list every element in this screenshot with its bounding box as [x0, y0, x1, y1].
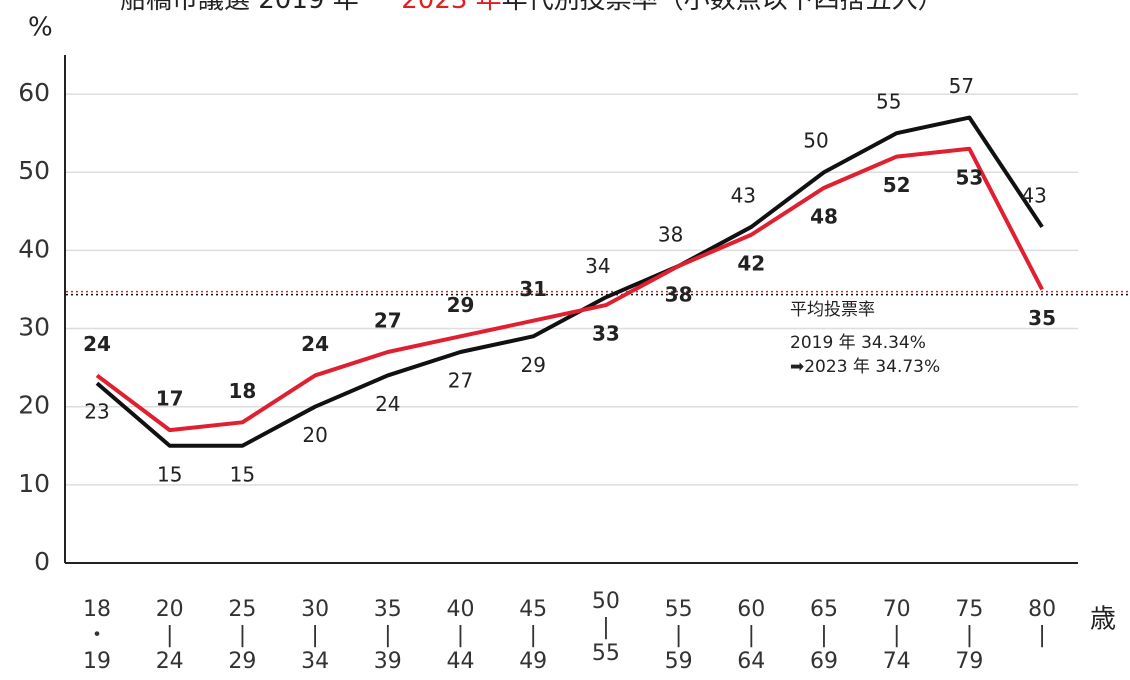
x-tick-label: 55 [665, 597, 693, 622]
data-label: 38 [665, 283, 693, 307]
x-tick-label: | [966, 623, 973, 648]
data-label: 33 [592, 322, 620, 346]
x-tick-label: | [384, 623, 391, 648]
data-label: 55 [876, 90, 901, 114]
x-tick-label: 80 [1028, 597, 1056, 622]
x-tick-label: 65 [810, 597, 838, 622]
data-label: 27 [448, 368, 473, 392]
data-label: 24 [83, 332, 111, 356]
data-label: 57 [949, 74, 974, 98]
x-tick-label: 39 [374, 649, 402, 674]
data-label: 53 [955, 165, 983, 189]
data-label: 18 [228, 379, 256, 403]
x-tick-label: 19 [83, 649, 111, 674]
x-tick-label: | [748, 623, 755, 648]
title-part: 年代別投票率（小数点以下四捨五入） [502, 0, 944, 15]
x-tick-label: 60 [737, 597, 765, 622]
x-axis-label: 歳 [1090, 605, 1116, 635]
x-tick-label: 35 [374, 597, 402, 622]
y-axis-label: % [28, 13, 53, 43]
data-label: 15 [157, 462, 182, 486]
series-line [95, 115, 1044, 448]
x-tick-label: 75 [955, 597, 983, 622]
x-tick-label: 44 [447, 649, 475, 674]
x-tick-label: 50 [592, 589, 620, 614]
y-tick-label: 20 [18, 391, 50, 420]
x-tick-label: | [529, 623, 536, 648]
x-tick-label: 30 [301, 597, 329, 622]
x-tick-label: | [675, 623, 682, 648]
data-label: 43 [731, 183, 756, 207]
y-tick-label: 30 [18, 313, 50, 342]
title-part: 船橋市議選 2019 年 ー [120, 0, 401, 15]
x-tick-label: 59 [665, 649, 693, 674]
x-tick-label: 29 [228, 649, 256, 674]
x-tick-label: | [166, 623, 173, 648]
data-label: 29 [520, 353, 545, 377]
data-label: 35 [1028, 306, 1056, 330]
chart-title: 船橋市議選 2019 年 ー 2023 年年代別投票率（小数点以下四捨五入） [120, 0, 944, 15]
series-line [95, 146, 1044, 433]
x-tick-label: 69 [810, 649, 838, 674]
x-tick-label: | [893, 623, 900, 648]
average-label: ➡2023 年 34.73% [790, 357, 940, 377]
title-part: 2023 年 [401, 0, 501, 15]
x-tick-label: 20 [156, 597, 184, 622]
data-label: 20 [302, 423, 327, 447]
y-tick-label: 50 [18, 156, 50, 185]
x-tick-label: | [457, 623, 464, 648]
data-label: 48 [810, 204, 838, 228]
x-tick-label: 45 [519, 597, 547, 622]
data-label: 15 [230, 462, 255, 486]
x-tick-label: | [1038, 623, 1045, 648]
data-label: 50 [803, 129, 828, 153]
y-tick-label: 60 [18, 78, 50, 107]
x-tick-label: 55 [592, 641, 620, 666]
x-tick-label: 40 [447, 597, 475, 622]
data-label: 34 [585, 254, 610, 278]
data-label: 42 [737, 251, 765, 275]
x-tick-label: 79 [955, 649, 983, 674]
data-label: 29 [447, 293, 475, 317]
data-label: 17 [156, 387, 184, 411]
y-tick-label: 0 [34, 547, 50, 576]
y-tick-label: 10 [18, 469, 50, 498]
data-label: 24 [301, 332, 329, 356]
x-tick-label: 70 [883, 597, 911, 622]
data-label: 27 [374, 308, 402, 332]
x-tick-label: | [602, 615, 609, 640]
data-label: 24 [375, 392, 400, 416]
x-tick-label: 34 [301, 649, 329, 674]
y-tick-label: 40 [18, 234, 50, 263]
data-label: 43 [1021, 183, 1046, 207]
average-title: 平均投票率 [790, 300, 875, 320]
x-tick-label: 18 [83, 597, 111, 622]
data-label: 38 [658, 223, 683, 247]
x-tick-label: 64 [737, 649, 765, 674]
x-tick-label: | [311, 623, 318, 648]
data-label: 31 [519, 277, 547, 301]
x-tick-label: 74 [883, 649, 911, 674]
x-tick-label: | [820, 623, 827, 648]
data-label: 52 [883, 173, 911, 197]
x-tick-label: 25 [228, 597, 256, 622]
x-tick-label: ・ [86, 623, 108, 648]
data-label: 23 [84, 400, 109, 424]
average-label: 2019 年 34.34% [790, 333, 926, 353]
x-tick-label: 49 [519, 649, 547, 674]
x-tick-label: 24 [156, 649, 184, 674]
x-tick-label: | [239, 623, 246, 648]
